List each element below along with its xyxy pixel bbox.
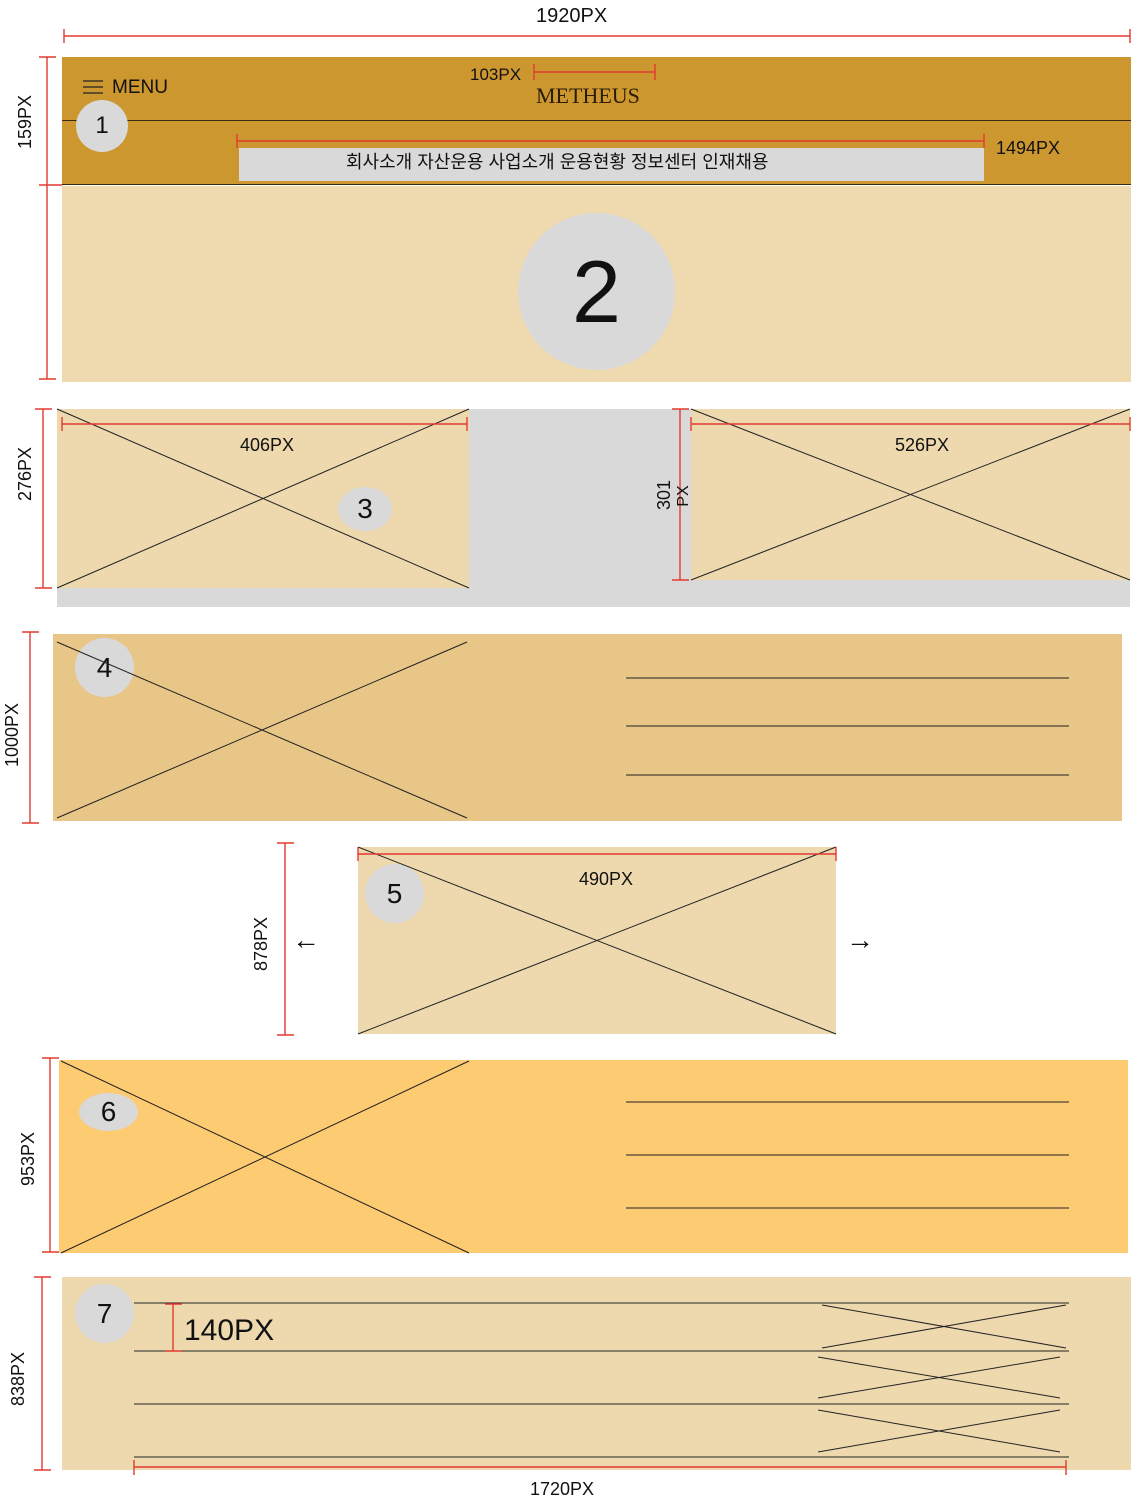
section-6-height-label: 953PX <box>18 1131 38 1187</box>
section-5-width-label: 490PX <box>579 869 634 889</box>
section-6 <box>59 1060 1128 1253</box>
nav-width-label: 1494PX <box>996 138 1061 158</box>
section-5-height-label: 878PX <box>251 916 271 972</box>
section-4-height-marker <box>22 631 39 824</box>
section-7-width-label: 1720PX <box>530 1479 595 1499</box>
carousel-prev-arrow[interactable]: ← <box>292 924 320 955</box>
section-3-right-height-label-b: PX <box>675 485 692 507</box>
header-height-label: 159PX <box>15 94 35 150</box>
section-4-height-label: 1000PX <box>2 702 22 768</box>
total-width-label: 1920PX <box>536 5 608 27</box>
hamburger-icon[interactable] <box>83 80 103 94</box>
section-4 <box>53 634 1122 821</box>
section-badge-7: 7 <box>75 1284 134 1343</box>
nav-bar[interactable] <box>239 148 984 181</box>
header-divider <box>62 120 1131 121</box>
logo-text[interactable]: METHEUS <box>536 83 640 108</box>
total-width-marker <box>63 29 1131 43</box>
header-bottom-divider <box>62 184 1131 185</box>
section-badge-1: 1 <box>76 100 128 152</box>
section-badge-5: 5 <box>365 864 424 923</box>
section-7-row-height-label: 140PX <box>184 1314 275 1347</box>
section-7-height-marker <box>34 1276 51 1471</box>
section-7-height-label: 838PX <box>8 1351 28 1407</box>
section-3-height-label: 276PX <box>15 446 35 502</box>
section-3-right-width-label: 526PX <box>895 435 950 455</box>
section-6-height-marker <box>42 1057 59 1253</box>
section-badge-6: 6 <box>79 1093 138 1131</box>
section-badge-4: 4 <box>75 638 134 697</box>
section-3-right-height-label-a: 301 <box>654 479 674 511</box>
nav-text[interactable]: 회사소개 자산운용 사업소개 운용현황 정보센터 인재채용 <box>346 152 769 172</box>
carousel-next-arrow[interactable]: → <box>846 924 874 955</box>
section-3-left-width-label: 406PX <box>240 435 295 455</box>
section-7 <box>62 1277 1131 1470</box>
header-height-marker <box>39 56 62 380</box>
logo-width-label: 103PX <box>470 65 522 84</box>
section-badge-2: 2 <box>518 213 675 370</box>
section-3-height-marker <box>35 408 52 589</box>
section-badge-3: 3 <box>338 487 392 531</box>
menu-label[interactable]: MENU <box>112 77 168 98</box>
